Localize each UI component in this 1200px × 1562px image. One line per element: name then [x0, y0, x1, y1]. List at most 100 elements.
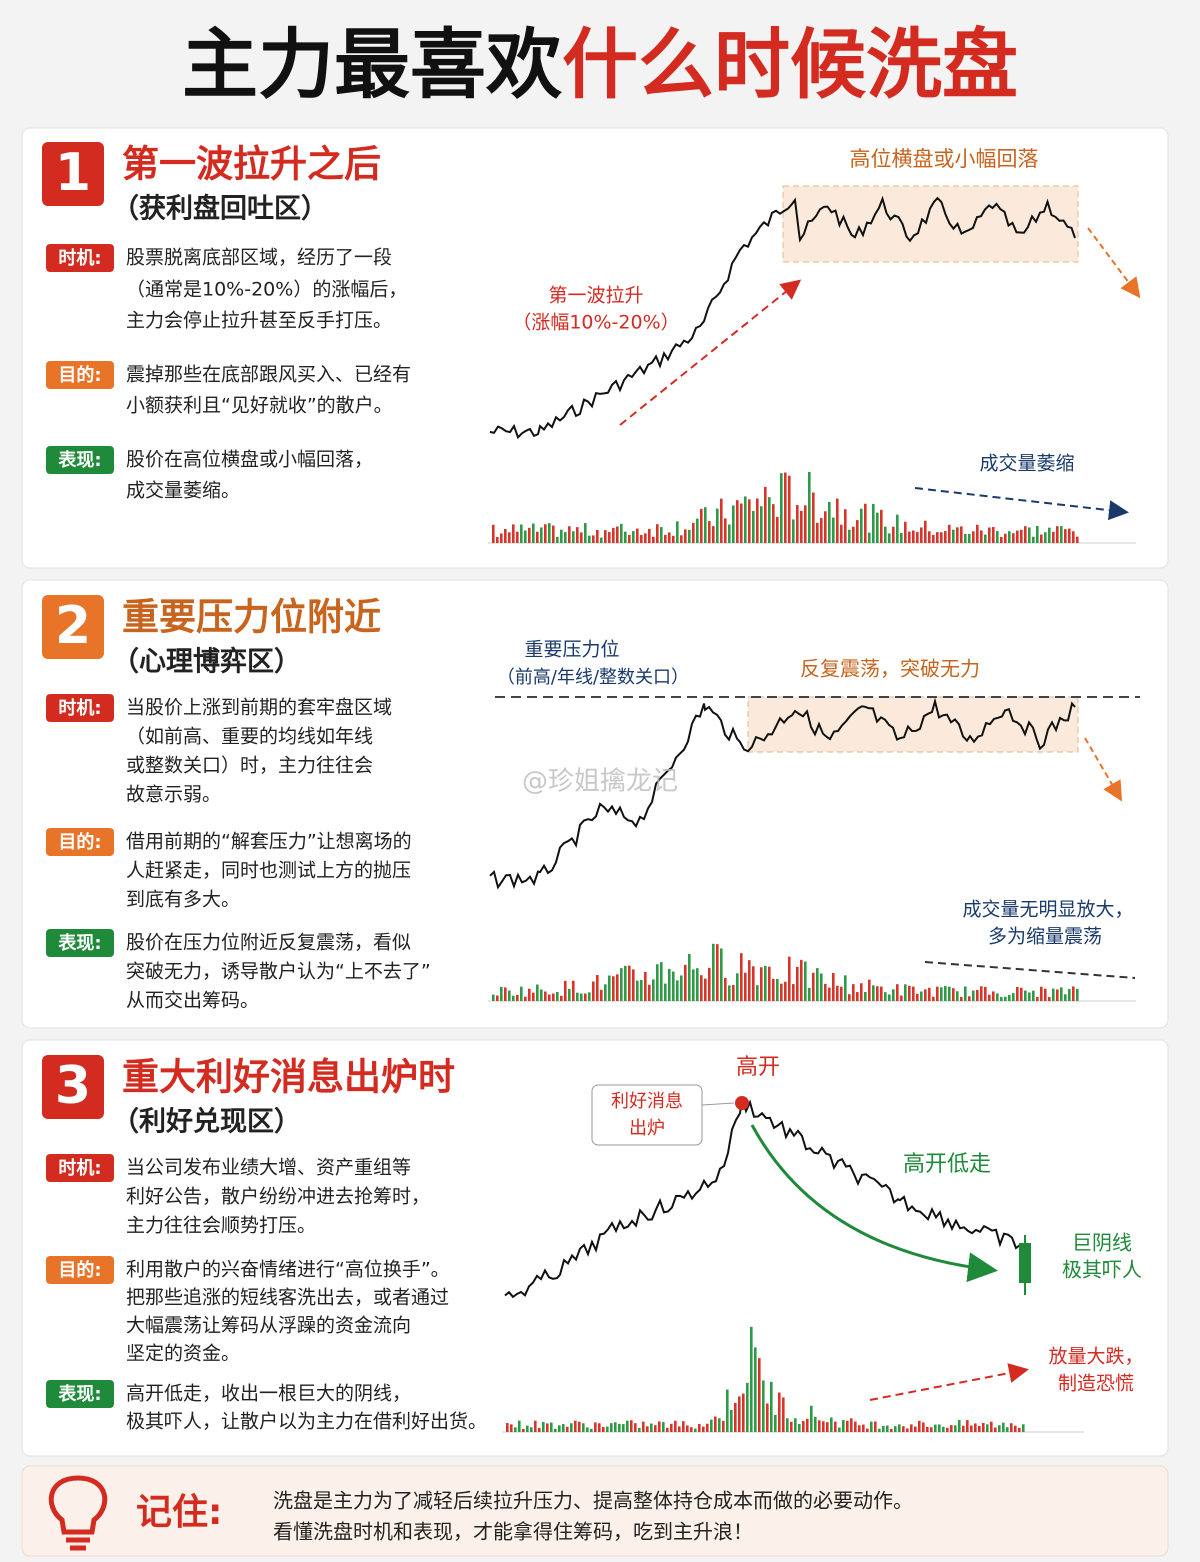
volume-bar	[848, 529, 851, 543]
volume-bar	[958, 1420, 961, 1432]
volume-bar	[668, 532, 671, 543]
candle-body	[1019, 1243, 1031, 1283]
volume-bar	[1012, 993, 1015, 1001]
volume-bar	[614, 1422, 617, 1432]
curved-arrow	[750, 1124, 998, 1283]
volume-bar	[744, 972, 747, 1001]
volume-bar	[650, 1423, 653, 1432]
volume-bar	[802, 1420, 805, 1432]
volume-bar	[770, 1381, 773, 1432]
volume-bar	[942, 1426, 945, 1432]
volume-bar	[560, 529, 563, 543]
volume-bar	[772, 978, 775, 1001]
volume-bar	[972, 990, 975, 1001]
volume-bar	[784, 472, 787, 543]
volume-bar	[766, 1403, 769, 1432]
volume-bar	[876, 986, 879, 1001]
volume-bar	[728, 524, 731, 543]
volume-bar	[866, 1428, 869, 1432]
annotation: 多为缩量震荡	[988, 926, 1102, 948]
volume-bar	[566, 1426, 569, 1432]
volume-bar	[892, 989, 895, 1001]
volume-bar	[628, 534, 631, 543]
volume-bar	[1040, 534, 1043, 543]
item-badge	[46, 361, 114, 389]
volume-bar	[880, 986, 883, 1001]
volume-bar	[732, 985, 735, 1001]
item-text: 成交量萎缩。	[126, 480, 240, 502]
volume-bar	[910, 1424, 913, 1432]
volume-bar	[664, 983, 667, 1001]
volume-bar	[960, 526, 963, 543]
volume-bar	[496, 995, 499, 1001]
volume-bar	[998, 1425, 1001, 1432]
volume-bar	[636, 980, 639, 1001]
volume-bar	[896, 984, 899, 1001]
volume-bar	[914, 1426, 917, 1432]
volume-bar	[964, 534, 967, 543]
volume-bar	[878, 1428, 881, 1432]
consolidation-box	[782, 185, 1079, 263]
volume-bar	[948, 986, 951, 1001]
volume-bar	[956, 991, 959, 1001]
volume-bar	[684, 529, 687, 543]
item-label: 时机:	[58, 1158, 101, 1179]
item-text: 到底有多大。	[126, 889, 240, 911]
volume-bar	[820, 973, 823, 1001]
volume-bar	[900, 995, 903, 1001]
volume-bar	[912, 530, 915, 543]
volume-bar	[1032, 536, 1035, 543]
volume-bar	[596, 529, 599, 543]
volume-bar	[952, 529, 955, 543]
volume-bar	[976, 524, 979, 543]
volume-bar	[672, 535, 675, 543]
item-text: 当股价上涨到前期的套牢盘区域	[126, 697, 392, 719]
volume-bar	[680, 975, 683, 1001]
volume-bar	[738, 1396, 741, 1432]
volume-bar	[510, 1424, 513, 1432]
volume-bar	[692, 523, 695, 543]
volume-bar	[964, 986, 967, 1001]
volume-bar	[978, 1425, 981, 1432]
volume-bar	[810, 1405, 813, 1432]
volume-bar	[768, 966, 771, 1001]
item-text: 从而交出筹码。	[126, 990, 259, 1012]
section-number: 2	[55, 596, 91, 656]
volume-bar	[986, 1424, 989, 1432]
volume-bar	[768, 497, 771, 543]
section-number: 3	[55, 1056, 91, 1116]
volume-bar	[492, 994, 495, 1001]
volume-bar	[722, 1420, 725, 1432]
volume-bar	[1020, 987, 1023, 1001]
item-text: 借用前期的“解套压力”让想离场的	[126, 831, 412, 853]
volume-bar	[936, 532, 939, 543]
volume-bar	[580, 532, 583, 543]
volume-bar	[682, 1421, 685, 1432]
volume-bar	[752, 966, 755, 1001]
volume-bar	[1036, 996, 1039, 1001]
volume-bar	[716, 944, 719, 1001]
volume-bar	[606, 1426, 609, 1432]
item-label: 表现:	[58, 1383, 101, 1405]
volume-bar	[928, 531, 931, 543]
volume-bar	[522, 1428, 525, 1432]
volume-bar	[604, 530, 607, 543]
volume-bar	[804, 961, 807, 1001]
volume-bar	[758, 1358, 761, 1432]
volume-bar	[1014, 1425, 1017, 1432]
annotation: （涨幅10%-20%）	[512, 312, 679, 334]
volume-bar	[838, 1427, 841, 1432]
volume-bar	[968, 533, 971, 543]
volume-bar	[890, 1428, 893, 1432]
volume-bar	[1028, 527, 1031, 543]
volume-bar	[1008, 531, 1011, 543]
volume-bar	[588, 535, 591, 543]
item-text: 当公司发布业绩大增、资产重组等	[126, 1157, 411, 1179]
volume-bar	[916, 993, 919, 1001]
volume-bar	[532, 992, 535, 1001]
volume-bar	[588, 992, 591, 1001]
volume-bar	[678, 1426, 681, 1432]
volume-bar	[630, 1420, 633, 1432]
volume-bar	[1016, 987, 1019, 1001]
volume-bar	[720, 498, 723, 543]
